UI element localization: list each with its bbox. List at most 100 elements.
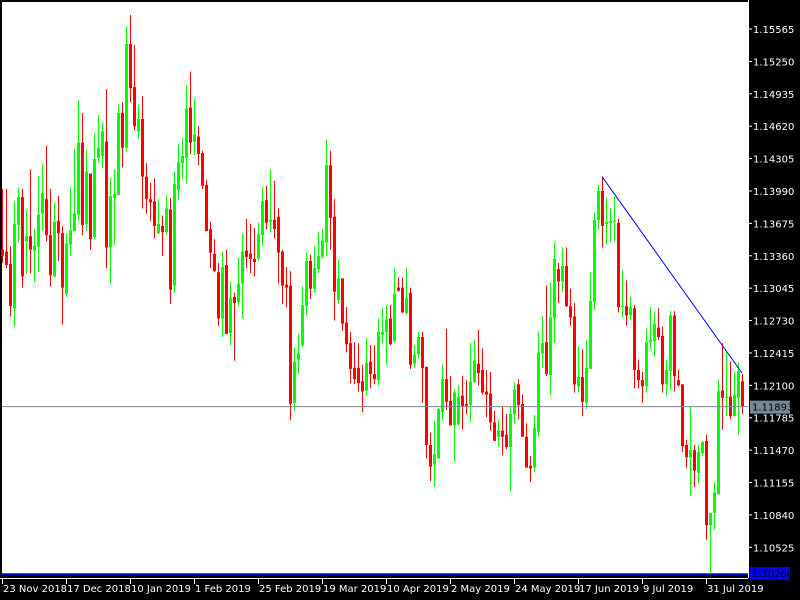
candle — [361, 364, 364, 413]
candle-body — [421, 337, 424, 368]
candle — [233, 292, 236, 361]
candle — [141, 96, 144, 209]
candle — [29, 169, 32, 274]
candle-body — [697, 452, 700, 473]
candle-body — [417, 337, 420, 355]
candle-body — [25, 236, 28, 242]
candle-body — [225, 265, 228, 334]
date-tick-label: 10 Apr 2019 — [387, 584, 449, 595]
candle-body — [513, 389, 516, 415]
price-tick-label: 1.12730 — [753, 317, 794, 328]
candle-body — [265, 200, 268, 223]
candle-body — [461, 395, 464, 406]
candle — [201, 150, 204, 189]
date-tick-label: 17 Jun 2019 — [579, 584, 639, 595]
candle — [677, 369, 680, 387]
candle — [673, 311, 676, 392]
candle-body — [81, 142, 84, 225]
candle-body — [721, 390, 724, 398]
candle — [93, 133, 96, 240]
low-price-label: 1.10266 — [750, 566, 793, 580]
candle — [169, 198, 172, 305]
candle — [609, 208, 612, 243]
candle-body — [557, 269, 560, 282]
candle-body — [53, 221, 56, 277]
candle — [733, 371, 736, 417]
candle-body — [33, 245, 36, 251]
candle-body — [141, 118, 144, 177]
candle — [125, 26, 128, 152]
candle — [349, 331, 352, 384]
candle-body — [65, 243, 68, 294]
price-tick-label: 1.11470 — [753, 446, 794, 457]
candle — [473, 340, 476, 383]
candle-body — [429, 444, 432, 467]
candle-body — [665, 369, 668, 385]
candle-body — [465, 403, 468, 406]
candle-body — [737, 370, 740, 398]
price-axis: 1.15565 1.15250 1.14935 1.14620 1.14305 1.139… — [748, 25, 794, 554]
candle-body — [413, 354, 416, 364]
candle-body — [521, 403, 524, 437]
candle-body — [105, 141, 108, 248]
candle — [685, 439, 688, 468]
candle-body — [561, 266, 564, 282]
date-tick-label: 19 Mar 2019 — [323, 584, 386, 595]
candle — [341, 278, 344, 331]
candle — [337, 259, 340, 305]
candle — [669, 311, 672, 391]
candle — [625, 280, 628, 326]
candle — [85, 149, 88, 232]
price-tick-label: 1.10525 — [753, 543, 794, 554]
candle — [605, 198, 608, 245]
candle-body — [245, 250, 248, 257]
candle — [77, 100, 80, 221]
candle — [697, 444, 700, 484]
candle-body — [77, 142, 80, 215]
candle — [193, 98, 196, 155]
candle — [649, 307, 652, 350]
candle — [553, 242, 556, 344]
candle-body — [325, 165, 328, 243]
candle — [45, 145, 48, 242]
candle — [129, 15, 132, 103]
candle-body — [441, 379, 444, 413]
candle-body — [301, 305, 304, 346]
candle — [385, 305, 388, 365]
candle — [485, 369, 488, 418]
candle-body — [37, 214, 40, 247]
candle — [185, 85, 188, 184]
candle-body — [61, 233, 64, 288]
candle — [709, 512, 712, 573]
trendline[interactable] — [601, 176, 743, 374]
candle-body — [609, 220, 612, 223]
candle-body — [477, 363, 480, 373]
candle-body — [209, 229, 212, 253]
candle — [469, 343, 472, 423]
candle-body — [145, 176, 148, 200]
low-price-text: 1.10266 — [752, 569, 793, 580]
candle-body — [649, 340, 652, 343]
candle — [693, 444, 696, 488]
date-tick-label: 1 Feb 2019 — [195, 584, 251, 595]
candle — [289, 271, 292, 421]
candle-body — [713, 492, 716, 513]
candle — [317, 232, 320, 274]
candle-body — [217, 272, 220, 319]
candle — [721, 343, 724, 430]
candle — [245, 218, 248, 269]
candle-body — [29, 236, 32, 250]
candle — [665, 359, 668, 396]
candle — [509, 406, 512, 492]
candle — [537, 331, 540, 437]
candle-body — [181, 156, 184, 164]
candle — [397, 277, 400, 292]
candle-body — [153, 201, 156, 226]
candle — [181, 137, 184, 179]
candle — [453, 389, 456, 462]
candle-body — [133, 87, 136, 127]
candle-body — [553, 258, 556, 319]
candle — [9, 246, 12, 317]
candle — [381, 308, 384, 344]
candle — [717, 380, 720, 495]
